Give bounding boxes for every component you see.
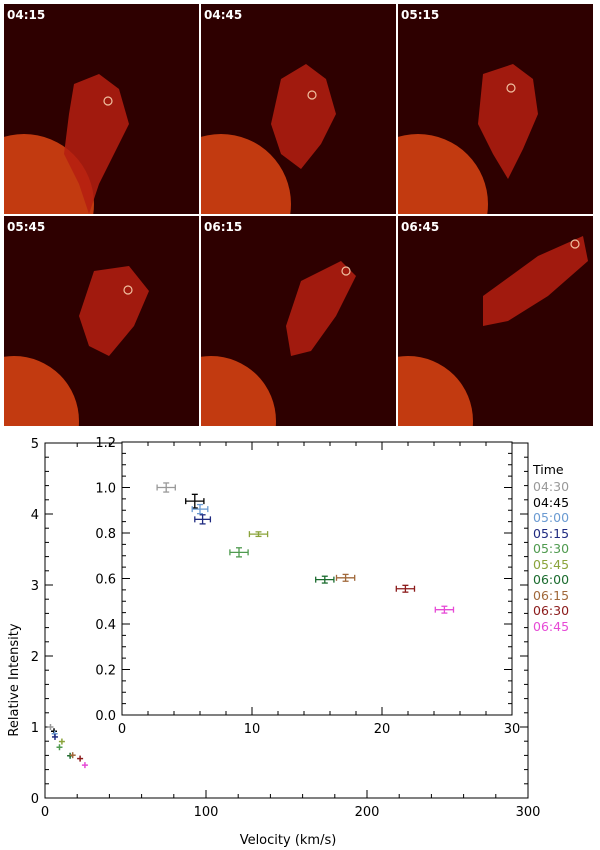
inset-y-tick-label: 1.2 bbox=[95, 436, 116, 451]
panel-time-label: 04:15 bbox=[7, 8, 46, 22]
legend-item: 06:15 bbox=[533, 587, 570, 603]
inset-x-tick-label: 0 bbox=[118, 722, 126, 737]
panel-image bbox=[201, 4, 396, 214]
main-points bbox=[47, 724, 88, 769]
main-point bbox=[81, 762, 88, 769]
y-tick-label: 2 bbox=[31, 650, 39, 665]
panel-image bbox=[4, 216, 199, 426]
inset-point bbox=[335, 573, 356, 582]
inset-point bbox=[395, 584, 416, 593]
prominence bbox=[478, 64, 538, 179]
y-axis-label: Relative Intensity bbox=[7, 623, 22, 736]
legend-item: 05:45 bbox=[533, 556, 570, 572]
inset-point bbox=[156, 482, 176, 493]
x-tick-label: 200 bbox=[355, 805, 380, 820]
main-point bbox=[58, 738, 65, 745]
main-point bbox=[77, 755, 84, 762]
y-tick-label: 5 bbox=[31, 437, 39, 452]
inset-point bbox=[434, 605, 455, 614]
inset-x-tick-label: 30 bbox=[504, 722, 521, 737]
x-tick-label: 300 bbox=[516, 805, 541, 820]
prominence bbox=[286, 261, 356, 356]
panel-0445: 04:45 bbox=[201, 4, 396, 214]
solar-limb bbox=[398, 134, 488, 214]
legend-item: 06:30 bbox=[533, 603, 570, 618]
inset-points bbox=[156, 482, 455, 614]
y-tick-label: 3 bbox=[31, 579, 39, 594]
legend-title: Time bbox=[533, 462, 564, 477]
y-tick-label: 0 bbox=[31, 792, 39, 807]
solar-image-panels: 04:15 04:45 05:15 05:45 bbox=[4, 4, 596, 428]
prominence bbox=[483, 236, 588, 326]
inset-point bbox=[191, 503, 209, 515]
marker-circle bbox=[103, 96, 113, 106]
panel-0615: 06:15 bbox=[201, 216, 396, 426]
solar-limb bbox=[201, 134, 291, 214]
legend-item: 06:45 bbox=[533, 618, 570, 634]
panel-image bbox=[398, 216, 593, 426]
legend-item: 05:30 bbox=[533, 541, 570, 556]
inset-point bbox=[229, 547, 249, 558]
inset-y-tick-label: 0.4 bbox=[95, 618, 116, 633]
marker-circle bbox=[123, 285, 133, 295]
marker-circle bbox=[570, 239, 580, 249]
inset-y-tick-label: 1.0 bbox=[95, 482, 116, 497]
legend-item: 06:00 bbox=[533, 572, 570, 587]
marker-circle bbox=[341, 266, 351, 276]
panel-time-label: 04:45 bbox=[204, 8, 243, 22]
inset-frame bbox=[121, 441, 513, 716]
legend-item: 05:00 bbox=[533, 510, 570, 525]
solar-limb bbox=[398, 356, 473, 426]
panel-image bbox=[201, 216, 396, 426]
panel-time-label: 05:45 bbox=[7, 220, 46, 234]
inset-y-tick-label: 0.8 bbox=[95, 527, 116, 542]
panel-time-label: 06:45 bbox=[401, 220, 440, 234]
x-tick-label: 0 bbox=[41, 805, 49, 820]
legend-item: 05:15 bbox=[533, 525, 570, 541]
marker-circle bbox=[506, 83, 516, 93]
main-point bbox=[47, 724, 54, 730]
inset-axes: 0 10 20 30 0.0 0.2 0.4 0.6 0.8 1.0 1.2 bbox=[95, 436, 520, 737]
y-tick-label: 1 bbox=[31, 721, 39, 736]
panel-time-label: 06:15 bbox=[204, 220, 243, 234]
inset-point bbox=[194, 514, 212, 525]
main-point bbox=[69, 752, 76, 759]
inset-point bbox=[315, 575, 335, 584]
inset-point bbox=[248, 531, 269, 538]
y-tick-label: 4 bbox=[31, 508, 39, 523]
inset-point bbox=[185, 493, 205, 509]
solar-limb bbox=[201, 356, 276, 426]
prominence bbox=[271, 64, 336, 169]
marker-circle bbox=[307, 90, 317, 100]
legend-item: 04:45 bbox=[533, 494, 570, 510]
inset-y-tick-label: 0.2 bbox=[95, 664, 116, 679]
inset-y-tick-label: 0.6 bbox=[95, 573, 116, 588]
x-tick-label: 100 bbox=[194, 805, 219, 820]
inset-x-tick-label: 20 bbox=[374, 722, 391, 737]
solar-limb bbox=[4, 356, 79, 426]
x-axis-label: Velocity (km/s) bbox=[240, 833, 337, 848]
panel-0545: 05:45 bbox=[4, 216, 199, 426]
legend-item: 04:30 bbox=[533, 479, 570, 494]
inset-y-tick-label: 0.0 bbox=[95, 709, 116, 724]
panel-image bbox=[398, 4, 593, 214]
panel-image bbox=[4, 4, 199, 214]
inset-x-tick-label: 10 bbox=[244, 722, 261, 737]
panel-0515: 05:15 bbox=[398, 4, 593, 214]
prominence bbox=[64, 74, 129, 214]
main-point bbox=[51, 733, 58, 740]
panel-time-label: 05:15 bbox=[401, 8, 440, 22]
panel-0415: 04:15 bbox=[4, 4, 199, 214]
velocity-intensity-chart: 0 100 200 300 0 1 2 3 4 5 0 10 20 30 0.0 0.2 0.4 0.6 0.8 1… bbox=[7, 436, 541, 848]
main-point bbox=[56, 744, 63, 751]
panel-0645: 06:45 bbox=[398, 216, 593, 426]
